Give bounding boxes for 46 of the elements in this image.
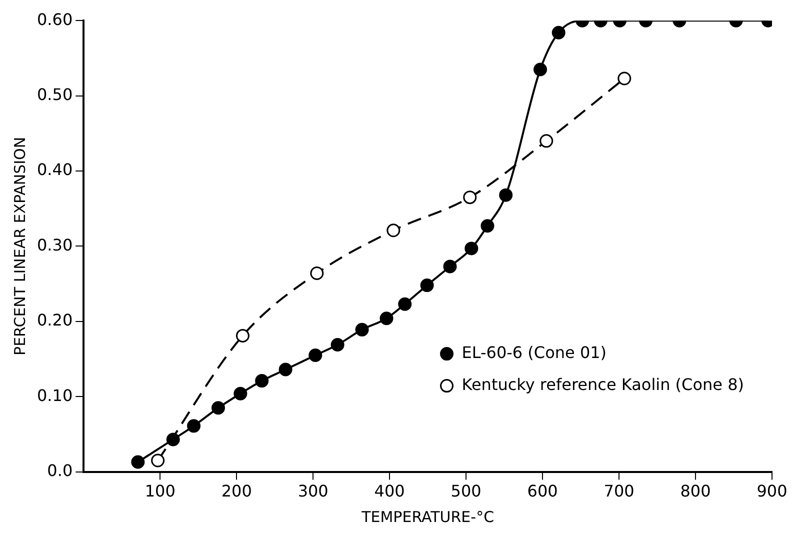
point xyxy=(618,72,632,86)
point xyxy=(151,454,165,468)
point xyxy=(533,62,547,76)
point xyxy=(211,401,225,415)
point xyxy=(386,224,400,238)
x-tick-label: 200 xyxy=(221,482,252,501)
point xyxy=(540,134,554,148)
legend-label: EL-60-6 (Cone 01) xyxy=(462,342,607,362)
point xyxy=(463,190,477,204)
y-tick-label: 0.60 xyxy=(37,10,73,29)
x-tick-label: 100 xyxy=(144,482,176,501)
point xyxy=(420,278,434,292)
point xyxy=(255,374,269,388)
point xyxy=(443,260,457,274)
x-tick-label: 400 xyxy=(374,482,405,501)
x-tick-label: 800 xyxy=(680,482,711,501)
point xyxy=(166,432,180,446)
point xyxy=(187,419,201,433)
y-tick-label: 0.40 xyxy=(37,160,73,180)
point xyxy=(131,455,145,469)
point xyxy=(499,188,513,202)
x-tick-label: 900 xyxy=(756,482,788,501)
point xyxy=(308,348,322,362)
point xyxy=(355,322,369,336)
point xyxy=(464,242,478,256)
x-tick-label: 500 xyxy=(450,482,482,501)
y-tick-label: 0.30 xyxy=(37,235,73,254)
point xyxy=(380,312,394,326)
y-tick-label: 0.20 xyxy=(37,310,73,330)
point xyxy=(330,338,344,352)
point xyxy=(236,328,250,342)
point xyxy=(278,362,292,376)
y-tick-label: 0.10 xyxy=(37,386,73,405)
point xyxy=(480,219,494,233)
point xyxy=(310,266,324,280)
point xyxy=(552,26,566,40)
y-tick-label: 0.50 xyxy=(37,84,73,104)
x-tick-label: 300 xyxy=(298,482,328,501)
x-axis-title: TEMPERATURE-°C xyxy=(360,508,494,526)
legend-label: Kentucky reference Kaolin (Cone 8) xyxy=(462,374,744,394)
point xyxy=(234,386,248,400)
y-tick-label: 0.0 xyxy=(47,460,73,480)
y-axis-title: PERCENT LINEAR EXPANSION xyxy=(10,136,29,356)
point xyxy=(398,297,412,311)
x-tick-label: 600 xyxy=(527,482,558,501)
x-tick-label: 700 xyxy=(604,482,634,501)
